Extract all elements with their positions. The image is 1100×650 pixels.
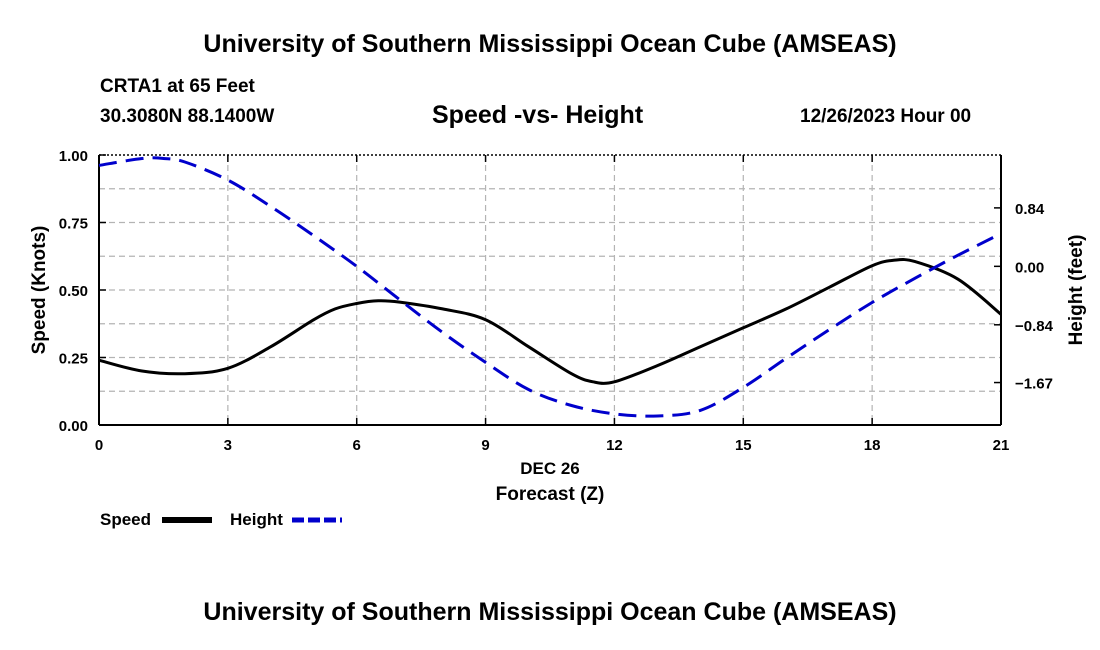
footer-title: University of Southern Mississippi Ocean… <box>203 598 897 626</box>
y-axis-label: Speed (Knots) <box>29 226 50 355</box>
x-tick-label: 21 <box>993 437 1010 454</box>
y2-tick-label: 0.84 <box>1015 201 1045 218</box>
legend-height-label: Height <box>230 510 283 529</box>
legend-speed-label: Speed <box>100 510 152 529</box>
x-tick-label: 3 <box>224 437 232 454</box>
y-tick-label: 0.25 <box>59 351 88 368</box>
station-label: CRTA1 at 65 Feet <box>100 76 255 97</box>
x-axis-date-label: DEC 26 <box>520 459 580 478</box>
height-series-line <box>98 156 1002 418</box>
x-tick-label: 9 <box>481 437 489 454</box>
y2-axis-label: Height (feet) <box>1066 235 1087 346</box>
y-tick-label: 0.75 <box>59 216 88 233</box>
datetime-label: 12/26/2023 Hour 00 <box>800 106 972 127</box>
x-tick-label: 12 <box>606 437 623 454</box>
x-tick-label: 15 <box>735 437 752 454</box>
x-tick-label: 18 <box>864 437 881 454</box>
chart-title: Speed -vs- Height <box>432 101 644 129</box>
coordinates-label: 30.3080N 88.1400W <box>100 106 275 127</box>
x-tick-label: 0 <box>95 437 103 454</box>
y2-tick-label: 0.00 <box>1015 259 1044 276</box>
main-title: University of Southern Mississippi Ocean… <box>203 30 897 58</box>
speed-series-line <box>98 258 1002 385</box>
y2-tick-label: −0.84 <box>1015 318 1054 335</box>
x-tick-label: 6 <box>353 437 361 454</box>
y-tick-label: 0.00 <box>59 418 88 435</box>
x-axis-label: Forecast (Z) <box>496 484 605 505</box>
y-tick-label: 1.00 <box>59 148 88 165</box>
y2-tick-label: −1.67 <box>1015 376 1053 393</box>
y-tick-label: 0.50 <box>59 283 88 300</box>
